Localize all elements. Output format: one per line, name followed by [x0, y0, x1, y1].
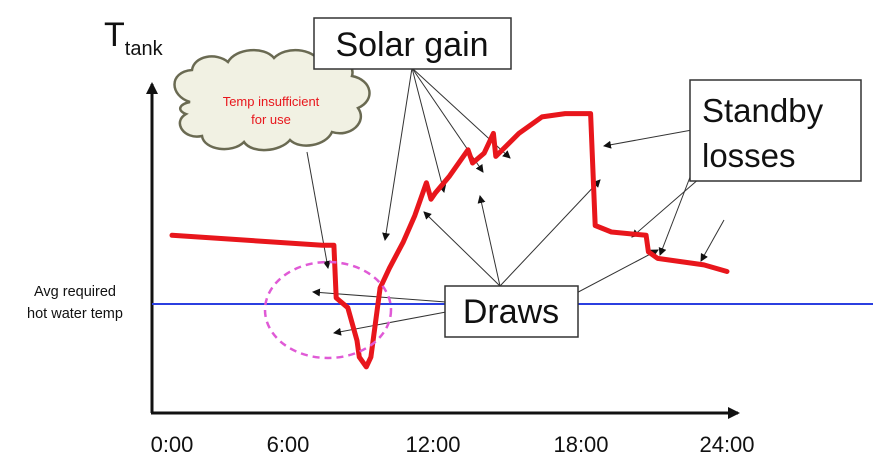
draws-callout: Draws — [444, 285, 579, 338]
draws-connector-2 — [477, 195, 501, 287]
draws-box — [444, 285, 579, 338]
cloud-shape — [173, 49, 371, 152]
cloud-text-line2: for use — [251, 112, 291, 127]
x-tick-12: 12:00 — [405, 432, 460, 457]
x-tick-6: 6:00 — [267, 432, 310, 457]
draws-label: Draws — [463, 293, 559, 331]
y-axis-label-sub: tank — [125, 38, 164, 60]
temp-insufficient-cloud: Temp insufficient for use — [173, 49, 371, 152]
low-temp-highlight-ellipse — [263, 260, 393, 360]
draws-connector-3 — [499, 179, 601, 287]
tank-temperature-curve — [169, 111, 730, 370]
standby-losses-label-line2: losses — [702, 137, 796, 174]
cloud-connector — [306, 151, 331, 269]
x-tick-0: 0:00 — [151, 432, 194, 457]
x-tick-18: 18:00 — [553, 432, 608, 457]
draws-connector-1 — [423, 211, 501, 287]
standby-losses-callout: Standby losses — [689, 79, 862, 182]
standby-connector-4 — [658, 171, 693, 256]
avg-required-temp-label: Avg required hot water temp — [27, 284, 123, 322]
solar-gain-callout: Solar gain — [313, 17, 512, 70]
y-axis-label: Ttank — [104, 16, 164, 60]
solar-gain-label: Solar gain — [335, 26, 488, 64]
standby-losses-box — [689, 79, 862, 182]
avg-required-temp-label-line2: hot water temp — [27, 306, 123, 322]
solar-gain-box — [313, 17, 512, 70]
cloud-text-line1: Temp insufficient — [223, 94, 320, 109]
standby-connector-2 — [631, 177, 701, 238]
y-axis-label-main: T — [104, 16, 125, 54]
standby-connector-3 — [700, 219, 725, 262]
x-tick-labels: 0:00 6:00 12:00 18:00 24:00 — [151, 432, 755, 457]
standby-connector-1 — [603, 129, 693, 149]
avg-required-temp-label-line1: Avg required — [34, 284, 116, 300]
solar-gain-connector-1 — [382, 67, 413, 241]
standby-losses-label-line1: Standby — [702, 92, 824, 129]
x-tick-24: 24:00 — [699, 432, 754, 457]
solar-gain-connector-2 — [411, 67, 447, 193]
